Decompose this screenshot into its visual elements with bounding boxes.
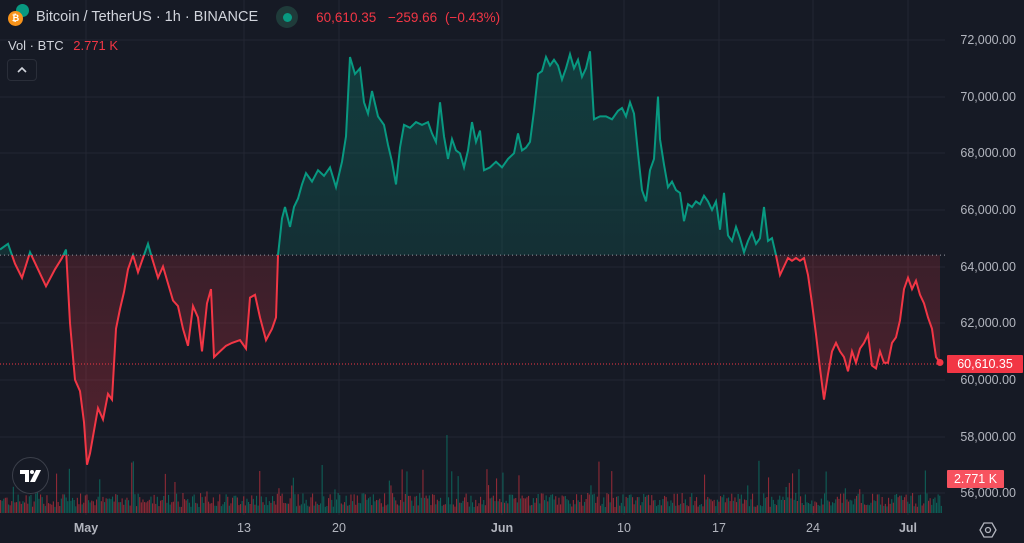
price-axis-label: 56,000.00 xyxy=(960,486,1016,500)
price-change-percent: (−0.43%) xyxy=(444,9,501,25)
price-axis-label: 66,000.00 xyxy=(960,203,1016,217)
last-price: 60,610.35 xyxy=(316,9,377,25)
tradingview-logo[interactable] xyxy=(12,457,49,494)
time-axis-label: Jun xyxy=(490,521,514,535)
tradingview-logo-icon xyxy=(19,469,41,482)
time-axis-label: 24 xyxy=(806,521,820,535)
price-change: −259.66 xyxy=(387,9,438,25)
bitcoin-logo-icon: ₿ xyxy=(8,4,30,28)
last-point-marker xyxy=(936,359,944,366)
collapse-legend-button[interactable] xyxy=(7,59,37,81)
price-axis-label: 70,000.00 xyxy=(960,90,1016,104)
market-status-indicator[interactable] xyxy=(276,6,299,28)
price-axis[interactable]: 72,000.00 70,000.00 68,000.00 66,000.00 64,0… xyxy=(948,0,1024,515)
time-axis-label: 10 xyxy=(617,521,631,535)
chart-legend-header: ₿ Bitcoin / TetherUS · 1h · BINANCE 60,6… xyxy=(8,4,500,28)
time-axis-label: Jul xyxy=(898,521,918,535)
time-axis-label: May xyxy=(73,521,99,535)
symbol-title[interactable]: Bitcoin / TetherUS · 1h · BINANCE xyxy=(36,9,259,25)
price-axis-label: 68,000.00 xyxy=(960,146,1016,160)
price-line-above-baseline xyxy=(0,50,778,256)
volume-label: Vol · BTC xyxy=(8,38,64,53)
time-axis-label: 20 xyxy=(332,521,346,535)
price-axis-label: 58,000.00 xyxy=(960,430,1016,444)
time-axis[interactable]: May 13 20 Jun 10 17 24 Jul xyxy=(0,515,945,543)
time-axis-label: 13 xyxy=(237,521,251,535)
time-axis-label: 17 xyxy=(712,521,726,535)
volume-value: 2.771 K xyxy=(73,38,119,53)
price-axis-label: 60,000.00 xyxy=(960,373,1016,387)
price-axis-label: 64,000.00 xyxy=(960,260,1016,274)
price-line-below-baseline xyxy=(10,255,941,465)
market-open-dot-icon xyxy=(282,12,292,22)
price-info: 60,610.35 −259.66 (−0.43%) xyxy=(316,10,500,25)
volume-legend: Vol · BTC 2.771 K xyxy=(8,38,118,53)
price-axis-label: 62,000.00 xyxy=(960,316,1016,330)
last-price-tag: 60,610.35 xyxy=(947,355,1023,373)
gear-icon xyxy=(979,522,997,538)
volume-bars xyxy=(0,435,942,513)
btc-coin-icon: ₿ xyxy=(8,11,23,26)
volume-tag: 2.771 K xyxy=(947,470,1004,488)
price-axis-label: 72,000.00 xyxy=(960,33,1016,47)
chart-settings-button[interactable] xyxy=(978,520,998,540)
chevron-up-icon xyxy=(17,66,27,73)
